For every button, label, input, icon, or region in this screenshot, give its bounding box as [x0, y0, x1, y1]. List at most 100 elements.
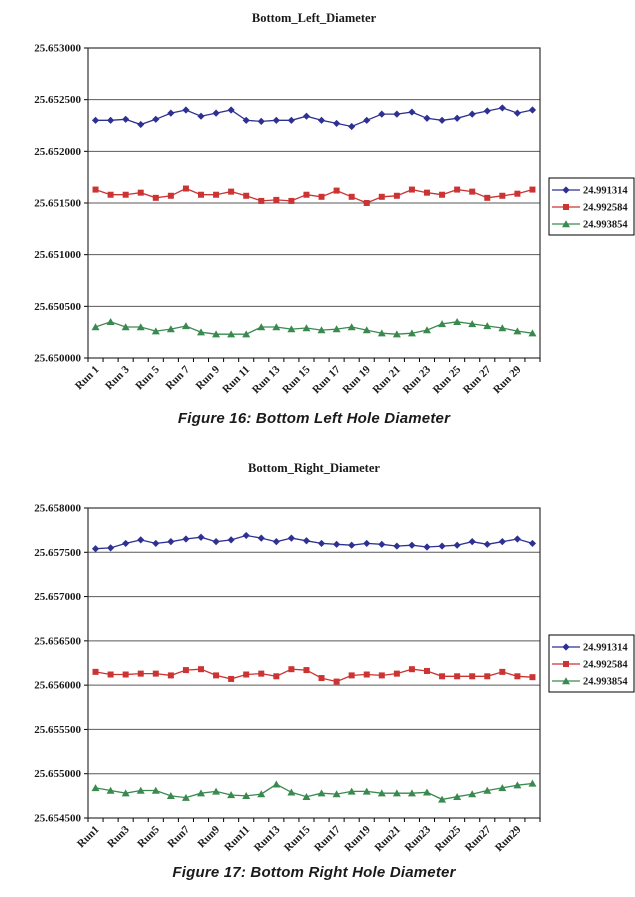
square-marker — [167, 672, 174, 679]
square-marker — [333, 678, 340, 685]
triangle-marker — [483, 786, 492, 794]
square-marker — [408, 186, 415, 193]
x-tick-label: Run7 — [165, 823, 192, 850]
square-marker — [439, 673, 446, 680]
x-tick-label: Run5 — [135, 823, 162, 850]
square-marker — [92, 668, 99, 675]
triangle-marker — [362, 787, 371, 795]
triangle-marker — [197, 789, 205, 797]
diamond-marker — [348, 541, 356, 549]
diamond-marker — [528, 539, 537, 548]
triangle-marker — [453, 318, 462, 326]
series-24.993854 — [91, 779, 537, 803]
legend: 24.991314 24.992584 24.993854 — [548, 634, 635, 693]
x-tick-label: Run 21 — [371, 364, 403, 396]
square-marker — [514, 673, 521, 680]
square-marker — [213, 672, 220, 679]
diamond-marker — [272, 538, 280, 546]
triangle-marker — [197, 328, 205, 336]
diamond-marker — [562, 643, 570, 651]
diamond-marker — [453, 541, 461, 549]
diamond-marker — [528, 106, 537, 114]
triangle-marker — [483, 322, 492, 330]
triangle-marker — [317, 789, 326, 797]
chart-title: Bottom_Right_Diameter — [248, 461, 380, 475]
triangle-marker — [91, 323, 100, 331]
square-marker — [529, 674, 536, 681]
triangle-marker — [181, 322, 190, 330]
square-marker — [243, 671, 250, 678]
square-marker — [258, 670, 265, 677]
diamond-marker — [197, 112, 205, 120]
square-marker — [378, 193, 385, 200]
triangle-marker — [136, 786, 145, 794]
x-tick-label: Run 15 — [280, 363, 313, 396]
triangle-marker — [423, 788, 431, 796]
triangle-marker — [287, 788, 296, 796]
diamond-marker — [257, 534, 265, 542]
square-marker — [439, 191, 446, 198]
triangle-marker — [423, 326, 431, 334]
x-tick-label: Run 17 — [310, 363, 343, 396]
x-tick-label: Run 1 — [73, 364, 102, 393]
square-marker — [122, 671, 129, 678]
x-tick-label: Run 3 — [103, 363, 132, 392]
diamond-marker — [363, 116, 371, 124]
diamond-marker — [91, 116, 100, 124]
triangle-marker — [287, 325, 296, 333]
series-24.993854 — [91, 318, 537, 338]
triangle-marker — [513, 327, 522, 335]
y-tick-label: 25.650000 — [34, 353, 81, 365]
square-marker — [258, 197, 265, 204]
diamond-marker — [272, 116, 280, 124]
square-marker — [378, 672, 385, 679]
triangle-marker — [106, 786, 115, 794]
square-marker — [469, 188, 476, 195]
square-marker — [563, 661, 569, 667]
triangle-marker — [272, 780, 281, 788]
triangle-marker — [121, 789, 130, 797]
diamond-marker — [408, 541, 416, 549]
triangle-marker — [332, 325, 341, 333]
square-marker — [529, 186, 536, 193]
series-24.991314 — [91, 104, 537, 131]
square-marker — [424, 189, 430, 196]
series-24.991314 — [91, 531, 537, 553]
triangle-marker — [242, 792, 251, 800]
square-marker — [122, 191, 129, 198]
square-marker — [499, 192, 506, 199]
triangle-marker — [407, 789, 416, 797]
square-marker — [182, 185, 189, 192]
y-tick-label: 25.650500 — [34, 301, 81, 313]
x-tick-label: Run29 — [493, 823, 524, 854]
diamond-marker — [182, 106, 190, 114]
diamond-marker — [287, 534, 295, 542]
diamond-marker — [122, 115, 130, 123]
triangle-marker — [347, 787, 356, 795]
diamond-marker — [348, 122, 356, 131]
y-tick-label: 25.651000 — [34, 249, 81, 261]
square-marker — [363, 671, 370, 678]
triangle-marker — [392, 330, 401, 338]
triangle-marker — [212, 330, 221, 338]
triangle-marker — [257, 323, 266, 331]
square-marker — [393, 192, 400, 199]
square-marker — [243, 192, 250, 199]
square-marker — [167, 192, 174, 199]
triangle-marker — [498, 784, 507, 792]
triangle-marker — [257, 790, 266, 798]
x-tick-label: Run 19 — [340, 363, 373, 396]
triangle-marker — [332, 790, 341, 798]
diamond-marker — [242, 531, 250, 540]
diamond-marker — [393, 542, 401, 550]
diamond-marker — [483, 107, 491, 115]
square-marker — [318, 193, 325, 200]
diamond-marker — [197, 533, 205, 541]
square-marker — [393, 670, 400, 677]
chart-title: Bottom_Left_Diameter — [252, 11, 377, 25]
triangle-marker — [121, 323, 130, 331]
figure-17-caption: Figure 17: Bottom Right Hole Diameter — [172, 864, 456, 881]
y-tick-label: 25.653000 — [34, 43, 81, 55]
triangle-marker — [317, 326, 326, 334]
square-marker — [348, 672, 355, 679]
